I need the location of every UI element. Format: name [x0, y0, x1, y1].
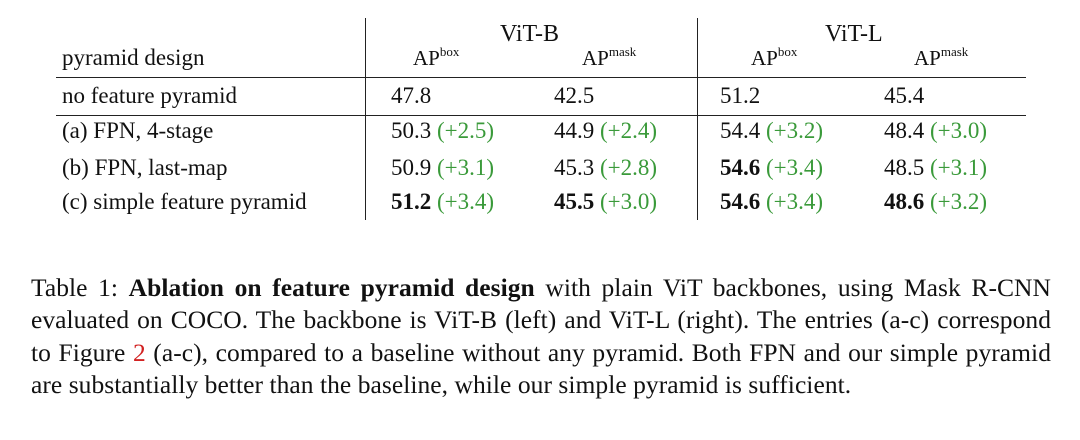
cell-delta: (+3.0): [930, 118, 988, 143]
cell-value: 54.6: [720, 155, 761, 180]
cell-value: 51.2: [391, 189, 432, 214]
table-cell: 42.5: [554, 82, 594, 110]
table-cell: 48.6 (+3.2): [884, 188, 987, 216]
cell-value: 48.5: [884, 155, 925, 180]
figure-ref-link[interactable]: 2: [132, 337, 146, 367]
table-cell: 45.3 (+2.8): [554, 154, 657, 182]
results-table: pyramid design ViT-B ViT-L APbox APmask …: [56, 18, 1026, 220]
cell-value: 48.4: [884, 118, 925, 143]
cell-value: 45.4: [884, 83, 925, 108]
column-divider-left: [365, 18, 366, 220]
table-cell: 45.5 (+3.0): [554, 188, 657, 216]
table-cell: 54.6 (+3.4): [720, 154, 823, 182]
caption-label: Table 1:: [31, 272, 129, 302]
cell-delta: (+3.2): [930, 189, 988, 214]
cell-delta: (+3.0): [600, 189, 658, 214]
table-cell: 48.4 (+3.0): [884, 117, 987, 145]
group-header-vit-b: ViT-B: [500, 21, 560, 47]
cell-value: 54.4: [720, 118, 761, 143]
cell-delta: (+3.1): [437, 155, 495, 180]
row-label: (a) FPN, 4-stage: [62, 118, 214, 143]
table-cell: 47.8: [391, 82, 431, 110]
cell-delta: (+3.1): [930, 155, 988, 180]
cell-delta: (+2.8): [600, 155, 658, 180]
table-cell: 50.3 (+2.5): [391, 117, 494, 145]
cell-value: 44.9: [554, 118, 595, 143]
cell-value: 50.9: [391, 155, 432, 180]
cell-value: 54.6: [720, 189, 761, 214]
metric-header-vitb-apmask: APmask: [582, 44, 637, 70]
caption-text-2: (a-c), compared to a baseline without an…: [31, 337, 1051, 400]
cell-value: 48.6: [884, 189, 925, 214]
cell-delta: (+2.5): [437, 118, 495, 143]
metric-header-vitl-apmask: APmask: [914, 44, 969, 70]
metric-header-vitb-apbox: APbox: [413, 44, 460, 70]
cell-delta: (+3.4): [766, 155, 824, 180]
row-label: no feature pyramid: [62, 83, 237, 108]
table-cell: 50.9 (+3.1): [391, 154, 494, 182]
table-cell: 44.9 (+2.4): [554, 117, 657, 145]
table-cell: 54.6 (+3.4): [720, 188, 823, 216]
caption-text-1: with plain ViT backbones, using Mask R-C…: [31, 272, 1051, 367]
header-rule: [56, 77, 1026, 78]
baseline-rule: [56, 115, 1026, 116]
cell-value: 51.2: [720, 83, 761, 108]
cell-value: 45.5: [554, 189, 595, 214]
table-cell: 54.4 (+3.2): [720, 117, 823, 145]
cell-value: 50.3: [391, 118, 432, 143]
cell-value: 47.8: [391, 83, 432, 108]
table-cell: 48.5 (+3.1): [884, 154, 987, 182]
row-header-label: pyramid design: [62, 45, 205, 70]
metric-header-vitl-apbox: APbox: [751, 44, 798, 70]
row-label: (c) simple feature pyramid: [62, 189, 307, 214]
row-label: (b) FPN, last-map: [62, 155, 228, 180]
cell-delta: (+3.4): [437, 189, 495, 214]
caption-bold-title: Ablation on feature pyramid design: [128, 272, 535, 302]
cell-delta: (+3.4): [766, 189, 824, 214]
table-caption: Table 1: Ablation on feature pyramid des…: [31, 272, 1051, 402]
group-header-vit-l: ViT-L: [825, 21, 883, 47]
cell-value: 42.5: [554, 83, 595, 108]
table-cell: 45.4: [884, 82, 924, 110]
table-cell: 51.2: [720, 82, 760, 110]
cell-delta: (+2.4): [600, 118, 658, 143]
column-divider-right: [697, 18, 698, 220]
cell-value: 45.3: [554, 155, 595, 180]
table-cell: 51.2 (+3.4): [391, 188, 494, 216]
cell-delta: (+3.2): [766, 118, 824, 143]
